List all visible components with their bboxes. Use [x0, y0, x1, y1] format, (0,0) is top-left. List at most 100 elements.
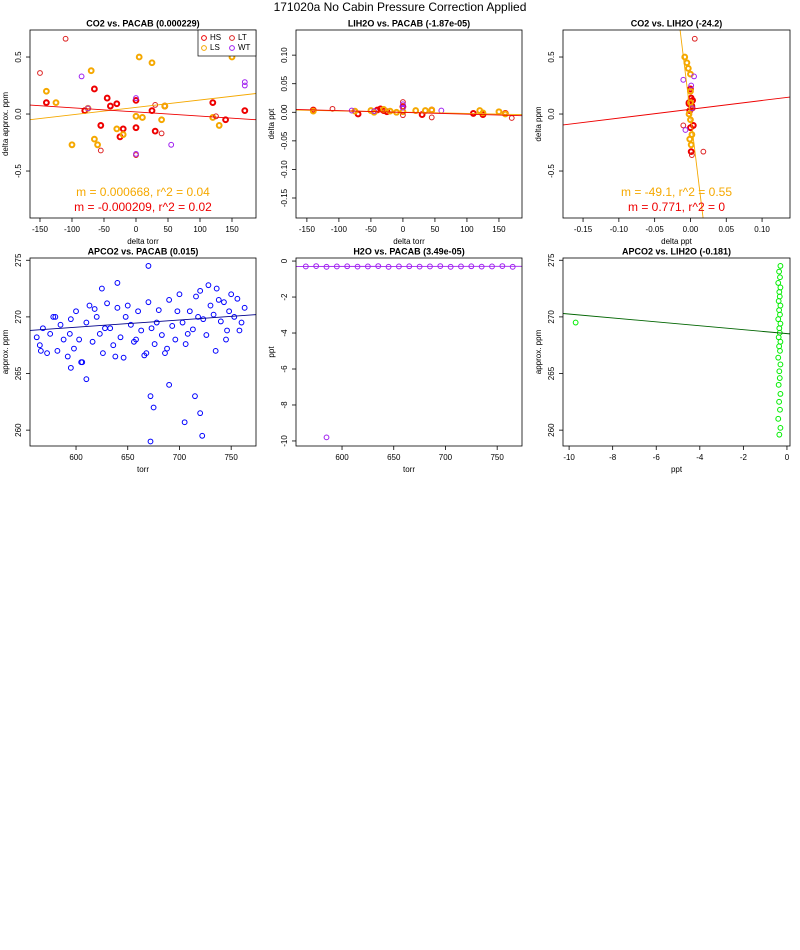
point	[687, 141, 695, 149]
point	[64, 353, 71, 360]
point	[132, 124, 140, 132]
point	[148, 325, 155, 332]
point	[323, 434, 330, 441]
point	[213, 113, 219, 120]
y-tick-label: -8	[280, 401, 289, 409]
point	[203, 332, 210, 338]
point	[155, 307, 162, 313]
legend-label: HS	[210, 33, 221, 42]
point	[67, 364, 74, 371]
point	[158, 332, 165, 338]
x-axis-label: torr	[403, 465, 415, 474]
point	[777, 424, 784, 431]
point	[166, 381, 173, 388]
point	[150, 404, 157, 411]
point	[234, 295, 241, 302]
point	[777, 284, 784, 291]
point	[193, 293, 199, 300]
point	[682, 127, 689, 133]
point	[224, 327, 230, 334]
point	[681, 53, 689, 61]
point	[226, 308, 233, 315]
y-tick-label: -0.5	[14, 164, 23, 178]
panel-title: LIH2O vs. PACAB (-1.87e-05)	[348, 18, 470, 28]
y-tick-label: 0.0	[547, 108, 556, 120]
point	[309, 107, 317, 115]
x-tick-label: -10	[563, 453, 575, 462]
y-axis-label: delta approx. ppm	[1, 92, 10, 156]
point	[122, 313, 129, 320]
y-tick-label: -6	[280, 365, 289, 373]
point	[776, 398, 783, 405]
annotation: m = 0.771, r^2 = 0	[628, 200, 725, 214]
point	[151, 341, 158, 347]
point	[133, 336, 139, 343]
legend-label: LS	[210, 43, 220, 52]
point	[132, 112, 140, 120]
x-tick-label: -0.15	[574, 225, 593, 234]
point	[221, 299, 227, 306]
point	[176, 291, 183, 298]
point	[400, 99, 406, 105]
x-tick-label: 750	[490, 453, 504, 462]
x-tick-label: 50	[164, 225, 173, 234]
point	[164, 345, 170, 352]
point	[776, 268, 783, 275]
annotation: m = -49.1, r^2 = 0.55	[621, 185, 732, 199]
point	[78, 73, 85, 80]
point	[775, 415, 782, 422]
y-tick-label: -0.5	[547, 164, 556, 178]
fit-line	[563, 96, 790, 126]
point	[127, 321, 134, 328]
plot-frame	[29, 257, 257, 447]
point	[71, 345, 77, 352]
point	[47, 330, 54, 337]
point	[62, 35, 69, 42]
x-tick-label: -50	[98, 225, 110, 234]
y-tick-label: 270	[547, 310, 556, 324]
point	[776, 431, 783, 438]
plot-frame	[29, 29, 257, 219]
y-tick-label: 0.05	[280, 75, 289, 91]
point	[777, 361, 784, 368]
point	[215, 122, 223, 129]
y-tick-label: 0.0	[14, 108, 23, 120]
annotation: m = -0.000209, r^2 = 0.02	[74, 200, 212, 214]
point	[572, 319, 579, 326]
point	[687, 148, 695, 156]
annotation: m = 0.000668, r^2 = 0.04	[76, 185, 210, 199]
point	[241, 107, 249, 115]
x-tick-label: 700	[173, 453, 187, 462]
x-axis-label: delta ppt	[661, 237, 692, 246]
point	[52, 99, 60, 107]
point	[42, 99, 50, 107]
point	[386, 107, 394, 115]
y-tick-label: 0.5	[14, 51, 23, 63]
point	[54, 347, 61, 354]
point	[158, 116, 165, 124]
y-tick-label: 265	[14, 366, 23, 380]
plot-frame	[562, 29, 791, 219]
point	[777, 274, 783, 281]
point	[329, 105, 336, 112]
x-axis-label: delta torr	[393, 237, 425, 246]
point	[91, 306, 98, 312]
legend-marker	[229, 35, 235, 41]
point	[147, 438, 154, 445]
x-tick-label: 50	[430, 225, 439, 234]
point	[241, 79, 248, 86]
plot-area	[563, 263, 790, 438]
point	[217, 318, 224, 325]
y-axis-label: ppt	[267, 346, 276, 358]
point	[197, 287, 204, 294]
point	[777, 391, 784, 397]
x-tick-label: 150	[225, 225, 239, 234]
point	[133, 151, 139, 157]
plot-area	[296, 263, 522, 441]
point	[145, 263, 152, 269]
point	[52, 313, 59, 320]
point	[200, 316, 207, 323]
point	[42, 87, 50, 95]
x-tick-label: -150	[32, 225, 49, 234]
